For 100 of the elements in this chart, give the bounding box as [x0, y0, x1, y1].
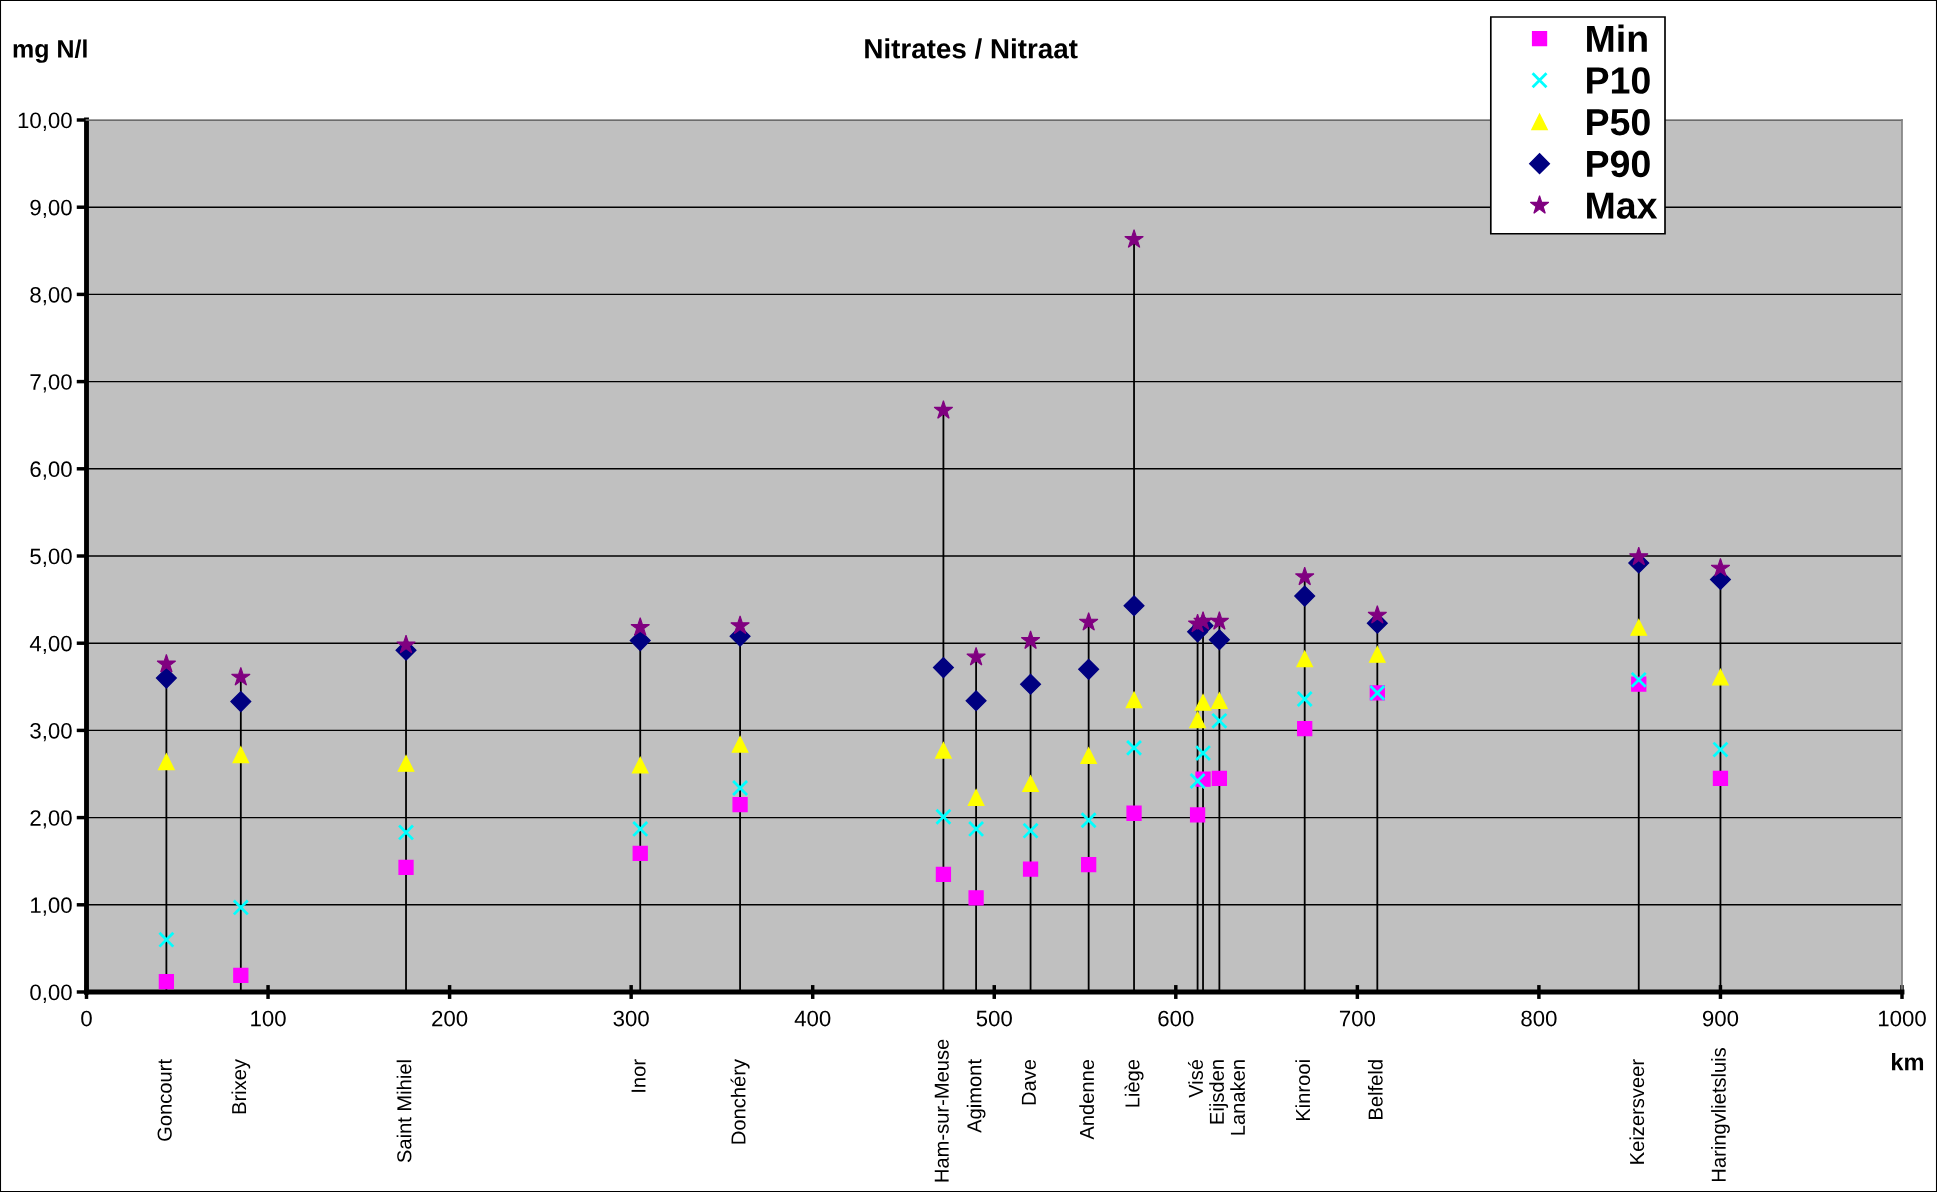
y-tick-label: 8,00	[30, 286, 72, 306]
text: Haringvlietsluis	[1711, 1047, 1730, 1182]
y-tick-label: 10,00	[18, 112, 72, 131]
chart-title: Nitrates / Nitraat	[865, 38, 1078, 59]
text: Liège	[1124, 1059, 1144, 1107]
y-tick-label: 5,00	[30, 548, 72, 567]
point	[398, 859, 414, 875]
point	[731, 736, 749, 753]
text: Agimont	[966, 1059, 986, 1133]
y-tick-label: 3,00	[30, 722, 72, 742]
x-tick-label: 900	[1702, 1010, 1739, 1027]
point	[397, 755, 415, 772]
point	[396, 634, 416, 654]
point	[1628, 546, 1649, 566]
x-tick-label: 200	[432, 1010, 468, 1027]
x-tick-label: 600	[1158, 1010, 1194, 1027]
text: Keizersveer	[1629, 1059, 1645, 1164]
point	[966, 646, 986, 666]
text: Brixey	[231, 1059, 251, 1114]
point	[1022, 822, 1039, 840]
point	[158, 753, 175, 771]
x-tick-label: 300	[613, 1010, 649, 1027]
point	[1124, 229, 1144, 248]
point	[730, 615, 750, 635]
point	[935, 742, 952, 759]
x-tick-label: 400	[794, 1010, 831, 1027]
point	[935, 866, 952, 882]
point	[1123, 595, 1145, 617]
text: Inor	[631, 1059, 646, 1092]
point	[1367, 605, 1388, 624]
point	[232, 899, 250, 916]
text: Belfeld	[1367, 1060, 1383, 1119]
point	[1294, 566, 1315, 586]
point	[1080, 747, 1097, 765]
point	[1125, 739, 1143, 757]
point	[1078, 611, 1099, 631]
point	[1368, 646, 1386, 663]
legend-label: P10	[1587, 67, 1650, 94]
y-axis-title: mg N/l	[13, 39, 87, 63]
point	[155, 667, 177, 689]
text: Andenne	[1079, 1059, 1095, 1140]
point	[1296, 690, 1314, 708]
point	[1296, 650, 1314, 668]
point	[632, 845, 648, 861]
point	[1189, 807, 1206, 823]
x-tick-label: 0	[81, 1010, 92, 1027]
point	[158, 931, 175, 949]
text: Kinrooi	[1295, 1060, 1311, 1121]
x-tick-label: 1000	[1878, 1010, 1926, 1027]
y-tick-label: 6,00	[30, 461, 72, 480]
point	[156, 653, 177, 673]
text: Saint Mihiel	[396, 1060, 412, 1163]
y-tick-label: 9,00	[30, 199, 72, 219]
point	[1125, 691, 1143, 709]
text: Eijsden	[1209, 1060, 1228, 1124]
point	[1194, 694, 1212, 711]
legend-label: P50	[1587, 108, 1650, 136]
point	[1189, 772, 1206, 790]
x-tick-label: 500	[976, 1010, 1012, 1027]
point	[1209, 611, 1230, 630]
point	[630, 617, 651, 636]
point	[233, 967, 249, 984]
x-tick-label: 800	[1521, 1010, 1557, 1027]
point	[932, 657, 954, 679]
point	[1294, 585, 1316, 607]
point	[731, 779, 749, 797]
point	[1022, 861, 1039, 877]
text: Ham-sur-Meuse	[934, 1039, 949, 1182]
point	[231, 666, 251, 686]
point	[1712, 741, 1729, 758]
point	[1020, 673, 1042, 695]
text: Donchéry	[730, 1059, 750, 1144]
point	[1630, 619, 1648, 636]
point	[1020, 630, 1041, 650]
y-tick-label: 7,00	[30, 374, 72, 393]
point	[1297, 721, 1313, 737]
point	[1193, 611, 1213, 630]
point	[230, 691, 252, 713]
text: Lanaken	[1230, 1060, 1245, 1135]
x-tick-label: 700	[1339, 1010, 1376, 1027]
point	[631, 820, 649, 838]
point	[1208, 629, 1230, 651]
point	[631, 756, 649, 774]
point	[1712, 668, 1729, 686]
point	[732, 796, 748, 813]
point	[1211, 712, 1228, 730]
y-tick-label: 0,00	[30, 984, 72, 1003]
x-axis-title: km	[1892, 1053, 1924, 1071]
point	[967, 820, 985, 838]
point	[1080, 811, 1097, 829]
point	[1211, 692, 1228, 710]
point	[968, 890, 984, 906]
point	[1194, 744, 1212, 762]
point	[935, 808, 952, 826]
point	[965, 690, 987, 712]
x-tick-label: 100	[251, 1010, 286, 1027]
point	[1712, 770, 1729, 786]
point	[158, 973, 175, 990]
point	[933, 400, 954, 419]
point	[1630, 671, 1648, 689]
